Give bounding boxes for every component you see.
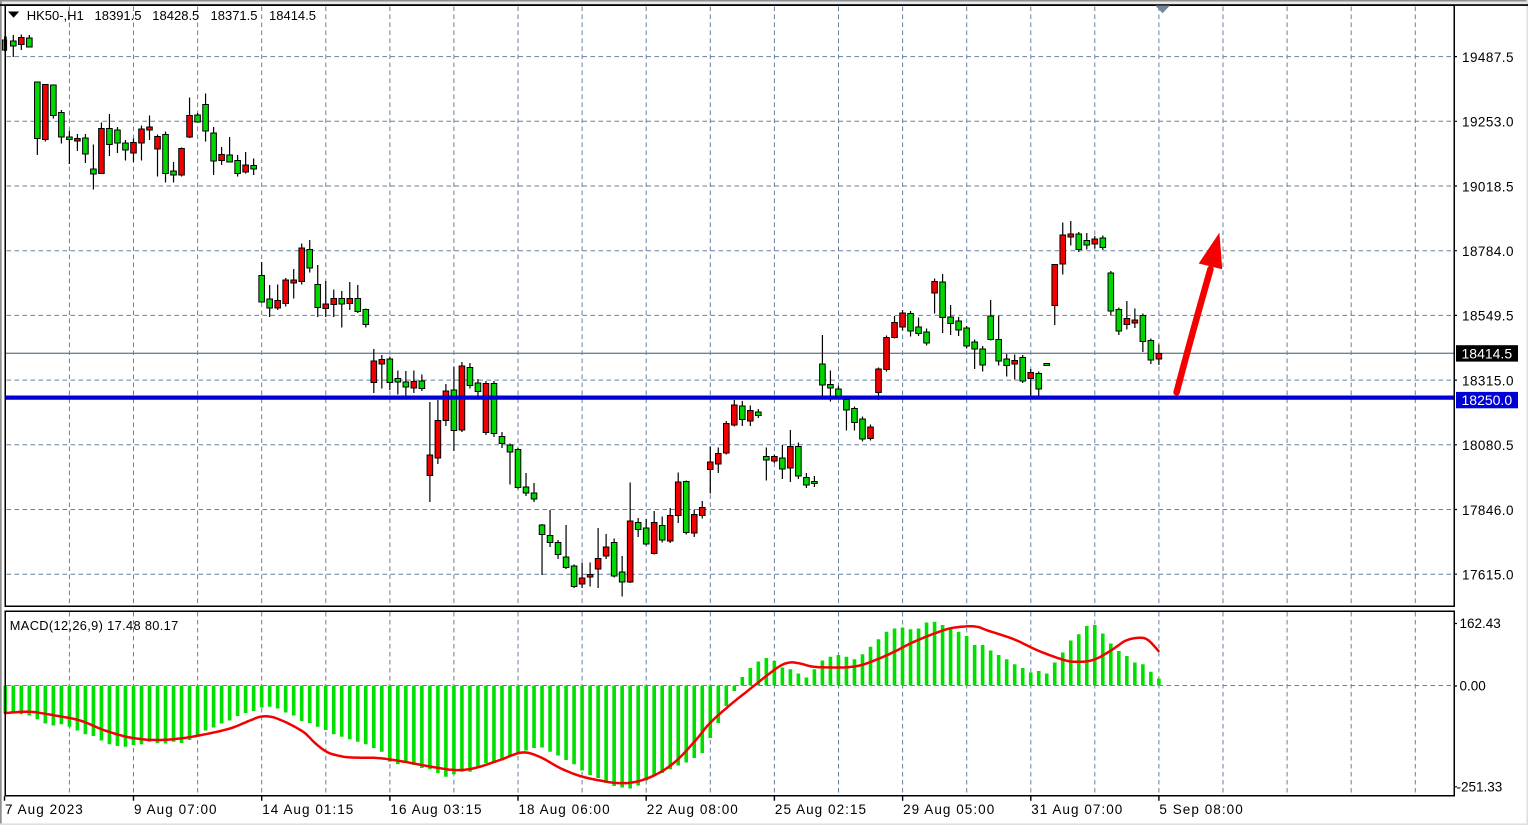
svg-text:18391.5: 18391.5 [95, 8, 142, 23]
svg-text:18315.0: 18315.0 [1462, 373, 1514, 388]
svg-text:-251.33: -251.33 [1457, 780, 1503, 795]
svg-text:19487.5: 19487.5 [1462, 50, 1514, 65]
svg-text:7 Aug 2023: 7 Aug 2023 [5, 802, 84, 817]
svg-text:HK50-,H1: HK50-,H1 [27, 8, 84, 23]
svg-text:18 Aug 06:00: 18 Aug 06:00 [519, 802, 611, 817]
svg-text:18371.5: 18371.5 [211, 8, 258, 23]
svg-text:29 Aug 05:00: 29 Aug 05:00 [903, 802, 995, 817]
svg-text:22 Aug 08:00: 22 Aug 08:00 [647, 802, 739, 817]
svg-text:17846.0: 17846.0 [1462, 503, 1514, 518]
svg-text:9 Aug 07:00: 9 Aug 07:00 [134, 802, 218, 817]
svg-text:18080.5: 18080.5 [1462, 438, 1514, 453]
svg-text:19018.5: 19018.5 [1462, 179, 1514, 194]
svg-text:MACD(12,26,9) 17.48 80.17: MACD(12,26,9) 17.48 80.17 [10, 618, 179, 633]
svg-text:162.43: 162.43 [1460, 616, 1501, 631]
svg-text:17615.0: 17615.0 [1462, 568, 1514, 583]
svg-text:18549.5: 18549.5 [1462, 309, 1514, 324]
svg-text:14 Aug 01:15: 14 Aug 01:15 [262, 802, 354, 817]
svg-text:16 Aug 03:15: 16 Aug 03:15 [390, 802, 482, 817]
svg-text:18784.0: 18784.0 [1462, 244, 1514, 259]
svg-text:18414.5: 18414.5 [269, 8, 316, 23]
svg-text:19253.0: 19253.0 [1462, 115, 1514, 130]
svg-text:18414.5: 18414.5 [1462, 345, 1513, 361]
svg-text:18250.0: 18250.0 [1462, 392, 1513, 408]
svg-text:5 Sep 08:00: 5 Sep 08:00 [1159, 802, 1243, 817]
svg-text:18428.5: 18428.5 [152, 8, 199, 23]
svg-text:31 Aug 07:00: 31 Aug 07:00 [1031, 802, 1123, 817]
svg-text:25 Aug 02:15: 25 Aug 02:15 [775, 802, 867, 817]
svg-text:0.00: 0.00 [1460, 679, 1486, 694]
